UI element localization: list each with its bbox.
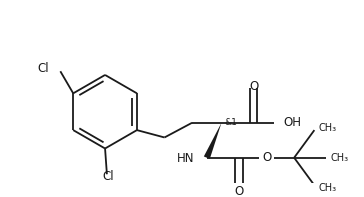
Text: CH₃: CH₃ xyxy=(331,153,349,163)
Text: CH₃: CH₃ xyxy=(319,123,337,133)
Text: OH: OH xyxy=(283,116,301,129)
Text: HN: HN xyxy=(177,152,194,165)
Polygon shape xyxy=(204,123,222,159)
Text: Cl: Cl xyxy=(38,62,49,75)
Text: O: O xyxy=(249,80,258,93)
Text: CH₃: CH₃ xyxy=(319,183,337,193)
Text: O: O xyxy=(234,185,244,197)
Text: O: O xyxy=(262,151,271,164)
Text: Cl: Cl xyxy=(102,170,114,183)
Text: &1: &1 xyxy=(224,118,237,127)
